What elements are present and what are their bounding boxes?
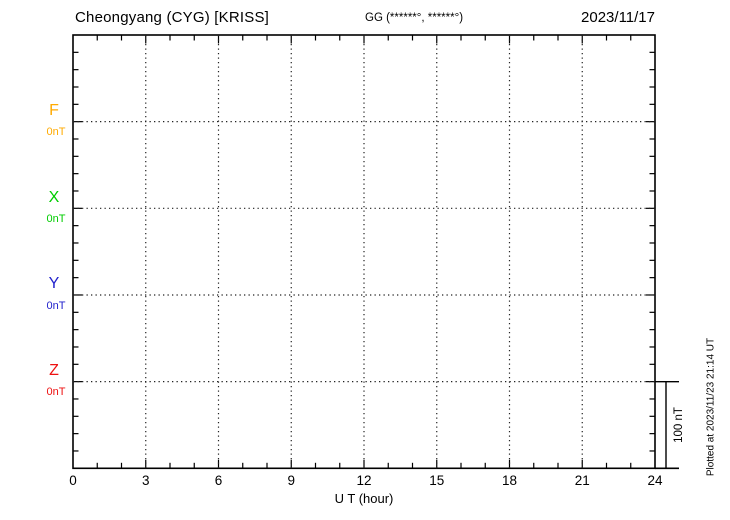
x-tick-label: 3 bbox=[141, 473, 150, 488]
component-X-baseline-label: 0nT bbox=[46, 213, 66, 225]
x-tick-label: 9 bbox=[287, 473, 296, 488]
geographic-coords-label: GG (******°, ******°) bbox=[365, 12, 464, 24]
plotted-at-note: Plotted at 2023/11/23 21:14 UT bbox=[705, 337, 717, 477]
page-title: Cheongyang (CYG) [KRISS] bbox=[75, 9, 270, 26]
x-tick-label: 15 bbox=[429, 473, 445, 488]
component-F-label: F bbox=[49, 102, 59, 119]
scale-bar-label: 100 nT bbox=[673, 407, 685, 443]
component-Z-label: Z bbox=[49, 362, 59, 379]
observation-date: 2023/11/17 bbox=[581, 9, 655, 26]
component-Y-label: Y bbox=[48, 275, 60, 292]
x-axis-title: U T (hour) bbox=[334, 491, 394, 506]
x-tick-label: 12 bbox=[356, 473, 372, 488]
component-F-baseline-label: 0nT bbox=[46, 126, 66, 138]
x-tick-label: 6 bbox=[214, 473, 223, 488]
component-Y-baseline-label: 0nT bbox=[46, 300, 66, 312]
x-tick-label: 21 bbox=[574, 473, 590, 488]
x-tick-label: 24 bbox=[647, 473, 663, 488]
x-tick-label: 0 bbox=[69, 473, 77, 488]
x-tick-label: 18 bbox=[501, 473, 518, 488]
component-Z-baseline-label: 0nT bbox=[46, 386, 66, 398]
component-X-label: X bbox=[48, 189, 60, 206]
